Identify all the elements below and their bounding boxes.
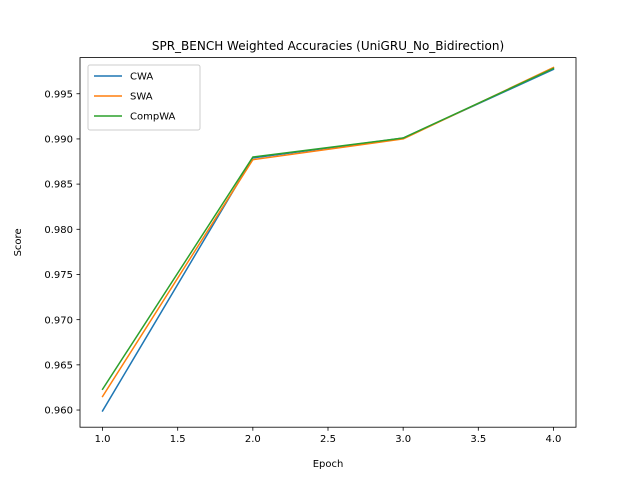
- y-tick-label: 0.985: [44, 180, 73, 191]
- series-line-compwa: [101, 67, 555, 391]
- y-tick-label: 0.960: [44, 406, 73, 417]
- y-tick-label: 0.970: [44, 315, 73, 326]
- x-axis: 1.0 1.5 2.0 2.5 3.0 3.5 4.0: [95, 427, 562, 445]
- legend-label-compwa: CompWA: [130, 112, 176, 123]
- y-tick-label: 0.965: [44, 360, 73, 371]
- legend-label-swa: SWA: [130, 92, 153, 103]
- y-tick-label: 0.995: [44, 89, 73, 100]
- y-axis-label: Score: [13, 228, 24, 256]
- x-tick-label: 1.0: [95, 434, 111, 445]
- legend-label-cwa: CWA: [130, 72, 153, 83]
- x-tick-label: 3.5: [470, 434, 486, 445]
- x-tick-label: 4.0: [546, 434, 562, 445]
- legend-box: [87, 64, 201, 131]
- series-layer: [101, 66, 555, 412]
- y-tick-label: 0.980: [44, 225, 73, 236]
- x-tick-label: 3.0: [395, 434, 411, 445]
- chart-title: SPR_BENCH Weighted Accuracies (UniGRU_No…: [152, 39, 504, 53]
- y-tick-label: 0.990: [44, 135, 73, 146]
- x-axis-label: Epoch: [313, 459, 344, 470]
- x-tick-label: 2.0: [245, 434, 261, 445]
- y-tick-label: 0.975: [44, 270, 73, 281]
- legend: CWA SWA CompWA: [87, 64, 201, 131]
- x-tick-label: 1.5: [170, 434, 186, 445]
- x-tick-label: 2.5: [320, 434, 336, 445]
- y-axis: 0.960 0.965 0.970 0.975 0.980 0.985 0.990 0.995: [44, 89, 80, 417]
